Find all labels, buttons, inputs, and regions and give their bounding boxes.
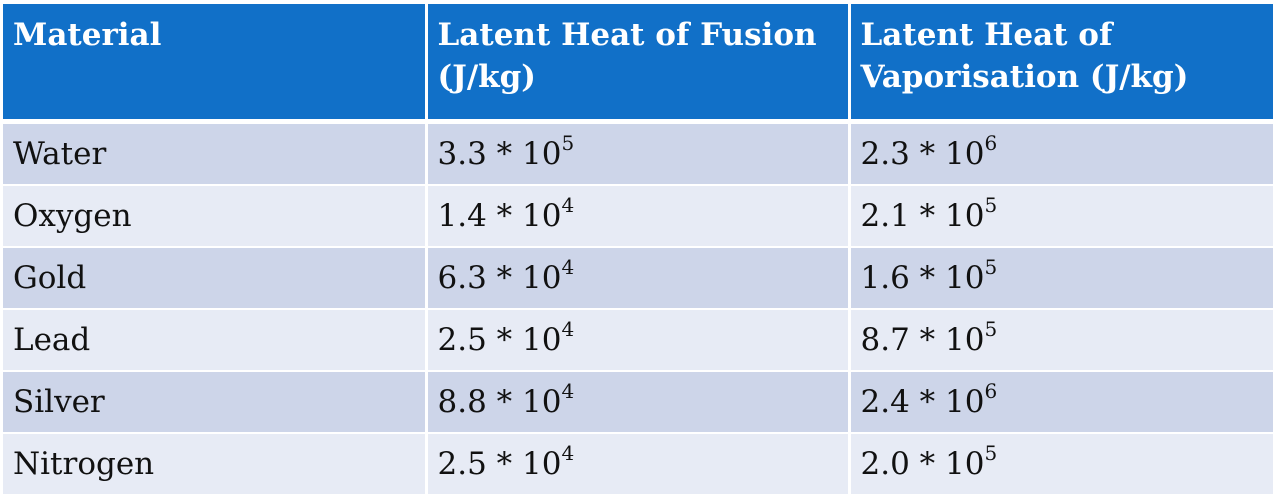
- fusion-cell: 2.5 * 104: [424, 308, 851, 371]
- fusion-base: 8.8 * 10: [437, 384, 562, 420]
- fusion-exponent: 5: [561, 131, 575, 155]
- fusion-exponent: 4: [561, 379, 575, 403]
- fusion-base: 3.3 * 10: [437, 136, 562, 172]
- material-cell: Lead: [3, 308, 428, 371]
- table-row: Nitrogen 2.5 * 104 2.0 * 105: [3, 432, 1273, 494]
- material-cell: Silver: [3, 370, 428, 433]
- fusion-base: 1.4 * 10: [437, 198, 562, 234]
- fusion-cell: 8.8 * 104: [424, 370, 851, 433]
- vaporisation-exponent: 6: [984, 131, 998, 155]
- vaporisation-base: 2.1 * 10: [860, 198, 985, 234]
- vaporisation-base: 2.0 * 10: [860, 446, 985, 482]
- table-row: Water 3.3 * 105 2.3 * 106: [3, 120, 1273, 185]
- vaporisation-cell: 1.6 * 105: [847, 246, 1273, 309]
- table-row: Oxygen 1.4 * 104 2.1 * 105: [3, 184, 1273, 247]
- latent-heat-table: Material Latent Heat of Fusion (J/kg) La…: [3, 4, 1273, 494]
- material-cell: Gold: [3, 246, 428, 309]
- material-cell: Nitrogen: [3, 432, 428, 494]
- vaporisation-base: 8.7 * 10: [860, 322, 985, 358]
- fusion-base: 2.5 * 10: [437, 446, 562, 482]
- vaporisation-exponent: 5: [984, 441, 998, 465]
- vaporisation-cell: 2.3 * 106: [847, 120, 1273, 185]
- fusion-exponent: 4: [561, 441, 575, 465]
- fusion-base: 6.3 * 10: [437, 260, 562, 296]
- table-row: Silver 8.8 * 104 2.4 * 106: [3, 370, 1273, 433]
- vaporisation-cell: 8.7 * 105: [847, 308, 1273, 371]
- fusion-cell: 3.3 * 105: [424, 120, 851, 185]
- table-row: Lead 2.5 * 104 8.7 * 105: [3, 308, 1273, 371]
- fusion-cell: 1.4 * 104: [424, 184, 851, 247]
- fusion-exponent: 4: [561, 317, 575, 341]
- fusion-exponent: 4: [561, 255, 575, 279]
- vaporisation-cell: 2.4 * 106: [847, 370, 1273, 433]
- header-latent-heat-vaporisation: Latent Heat of Vaporisation (J/kg): [847, 4, 1273, 124]
- table-row: Gold 6.3 * 104 1.6 * 105: [3, 246, 1273, 309]
- vaporisation-exponent: 5: [984, 317, 998, 341]
- vaporisation-base: 1.6 * 10: [860, 260, 985, 296]
- vaporisation-cell: 2.0 * 105: [847, 432, 1273, 494]
- vaporisation-base: 2.4 * 10: [860, 384, 985, 420]
- vaporisation-exponent: 5: [984, 193, 998, 217]
- material-cell: Water: [3, 120, 428, 185]
- material-cell: Oxygen: [3, 184, 428, 247]
- fusion-exponent: 4: [561, 193, 575, 217]
- header-material: Material: [3, 4, 428, 124]
- header-latent-heat-fusion: Latent Heat of Fusion (J/kg): [424, 4, 851, 124]
- fusion-cell: 6.3 * 104: [424, 246, 851, 309]
- table-header-row: Material Latent Heat of Fusion (J/kg) La…: [3, 4, 1273, 124]
- vaporisation-exponent: 5: [984, 255, 998, 279]
- vaporisation-cell: 2.1 * 105: [847, 184, 1273, 247]
- fusion-cell: 2.5 * 104: [424, 432, 851, 494]
- fusion-base: 2.5 * 10: [437, 322, 562, 358]
- vaporisation-exponent: 6: [984, 379, 998, 403]
- vaporisation-base: 2.3 * 10: [860, 136, 985, 172]
